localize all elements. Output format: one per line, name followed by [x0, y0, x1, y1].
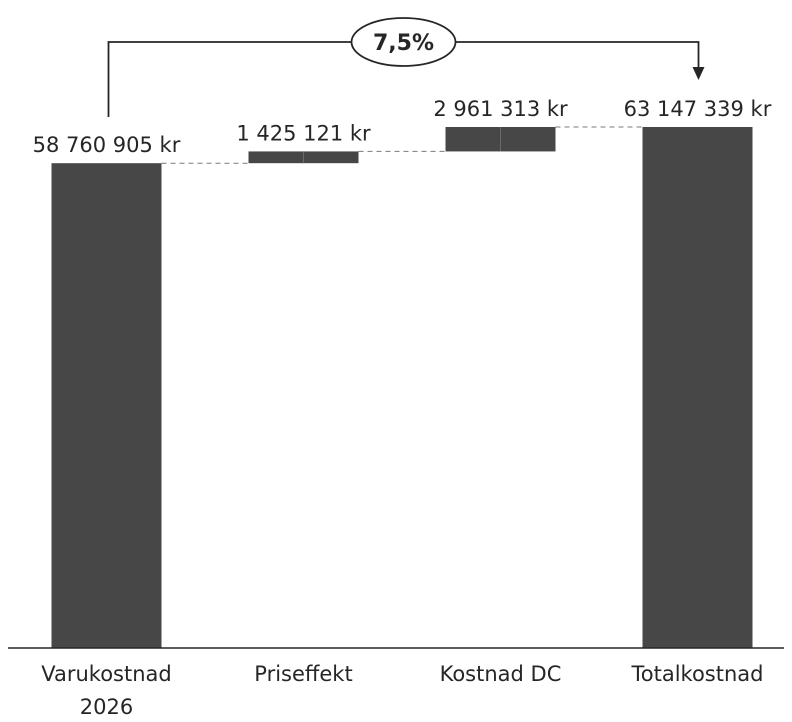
category-label-0-line-1: 2026: [80, 695, 133, 719]
bar-center-ticks: [303, 127, 501, 164]
value-labels: 58 760 905 kr 1 425 121 kr 2 961 313 kr 63 …: [33, 97, 772, 157]
value-label-2: 2 961 313 kr: [433, 97, 568, 121]
growth-arrow-head: [692, 67, 705, 80]
category-label-0: Varukostnad: [41, 662, 172, 686]
category-label-1: Priseffekt: [254, 662, 352, 686]
bar-3: [642, 127, 753, 648]
bars: [51, 127, 753, 648]
value-label-3: 63 147 339 kr: [624, 97, 772, 121]
value-label-0: 58 760 905 kr: [33, 133, 181, 157]
growth-percent-label: 7,5%: [373, 31, 434, 56]
connector-lines: [161, 126, 643, 164]
growth-bubble: [350, 17, 457, 67]
bar-0: [51, 163, 162, 648]
category-label-3: Totalkostnad: [631, 662, 764, 686]
value-label-1: 1 425 121 kr: [236, 121, 371, 145]
growth-annotation: 7,5%: [107, 17, 705, 117]
category-label-2: Kostnad DC: [440, 662, 562, 686]
category-labels: Varukostnad 2026 Priseffekt Kostnad DC Total…: [41, 662, 763, 719]
